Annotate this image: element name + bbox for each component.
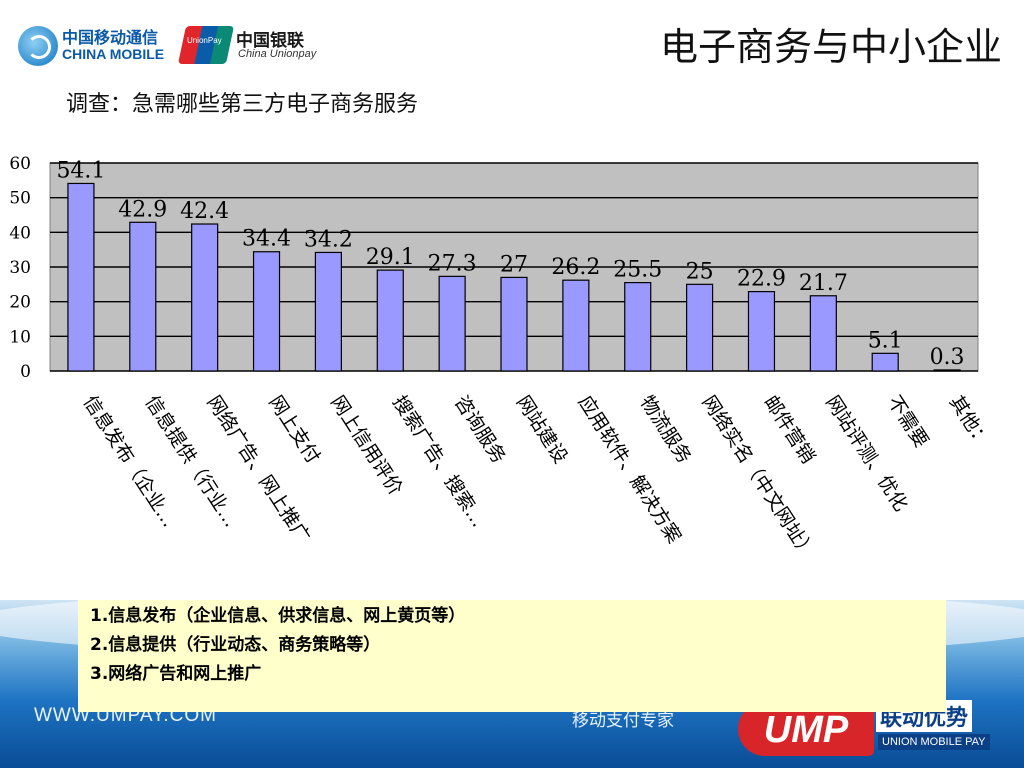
category-label-11: 网络实名（中文网址）: [697, 392, 819, 563]
category-label-7: 咨询服务: [450, 392, 510, 468]
data-label-7: 27.3: [428, 251, 477, 276]
data-label-1: 54.1: [56, 158, 105, 183]
bar-3: [191, 223, 219, 372]
data-label-14: 5.1: [868, 328, 903, 353]
china-mobile-name-cn: 中国移动通信: [62, 28, 159, 47]
y-axis-ticks: 0 10 20 30 40 50 60: [9, 154, 31, 382]
data-label-5: 34.2: [304, 227, 353, 252]
bar-10: [624, 282, 652, 372]
note-line-1: 1.信息发布（企业信息、供求信息、网上黄页等）: [90, 606, 466, 626]
unionpay-mark-text: UnionPay: [186, 36, 222, 45]
category-label-10: 物流服务: [636, 392, 696, 468]
bar-9: [562, 279, 590, 372]
data-label-15: 0.3: [930, 345, 965, 370]
category-label-4: 网上支付: [264, 392, 324, 468]
data-label-3: 42.4: [180, 199, 229, 224]
unionpay-logo: UnionPay 中国银联 China Unionpay: [177, 26, 332, 68]
bar-15: [933, 369, 961, 372]
china-mobile-name-en: CHINA MOBILE: [62, 46, 165, 62]
bar-1: [67, 182, 95, 372]
note-line-2: 2.信息提供（行业动态、商务策略等）: [90, 635, 381, 655]
note-box: 1.信息发布（企业信息、供求信息、网上黄页等） 2.信息提供（行业动态、商务策略…: [78, 600, 946, 712]
china-mobile-globe-icon: [18, 26, 58, 66]
bar-4: [252, 251, 281, 372]
data-label-13: 21.7: [799, 271, 848, 296]
y-tick-label: 50: [9, 189, 31, 209]
category-label-14: 不需要: [883, 392, 933, 452]
ump-logo-mark: UMP: [738, 702, 874, 756]
category-label-15: 其他：: [945, 392, 995, 452]
unionpay-mark: UnionPay: [177, 26, 235, 64]
bar-chart: 0 10 20 30 40 50 60 54.1 42.9 42.4 34.4 34.2 29.1 27…: [9, 154, 995, 563]
data-label-8: 27: [500, 252, 528, 277]
data-label-10: 25.5: [613, 258, 662, 283]
y-tick-label: 40: [9, 223, 31, 243]
y-tick-label: 30: [9, 258, 31, 278]
y-tick-label: 60: [9, 154, 31, 174]
data-label-12: 22.9: [737, 267, 786, 292]
unionpay-name-en: China Unionpay: [238, 48, 317, 60]
category-label-12: 邮件营销: [759, 392, 819, 468]
ump-logo: UMP 联动优势 UNION MOBILE PAY: [738, 700, 1024, 760]
china-mobile-logo: 中国移动通信 CHINA MOBILE: [18, 24, 178, 68]
bar-8: [500, 276, 528, 372]
bar-12: [747, 291, 776, 372]
bar-7: [438, 275, 466, 372]
unionpay-name-cn: 中国银联: [236, 31, 304, 51]
bar-6: [376, 269, 404, 372]
data-label-9: 26.2: [551, 255, 600, 280]
data-label-6: 29.1: [366, 245, 415, 270]
slide-subtitle: 调查：急需哪些第三方电子商务服务: [66, 92, 419, 117]
y-tick-label: 0: [20, 362, 31, 382]
note-line-3: 3.网络广告和网上推广: [90, 664, 262, 684]
bar-14: [871, 352, 899, 372]
footer-slogan: 移动支付专家: [572, 711, 674, 731]
y-tick-label: 10: [9, 327, 31, 347]
ump-logo-en: UNION MOBILE PAY: [878, 734, 990, 750]
bars: [67, 182, 961, 372]
data-label-2: 42.9: [118, 197, 167, 222]
data-labels: 54.1 42.9 42.4 34.4 34.2 29.1 27.3 27 26.2 25.5 25…: [56, 158, 964, 370]
category-label-8: 网站建设: [512, 392, 572, 468]
slide-title: 电子商务与中小企业: [659, 25, 1002, 69]
bar-11: [686, 283, 714, 372]
y-tick-label: 20: [9, 293, 31, 313]
data-label-11: 25: [686, 259, 714, 284]
bar-13: [809, 295, 837, 372]
bar-2: [129, 221, 157, 372]
bar-5: [314, 251, 342, 372]
data-label-4: 34.4: [242, 227, 291, 252]
